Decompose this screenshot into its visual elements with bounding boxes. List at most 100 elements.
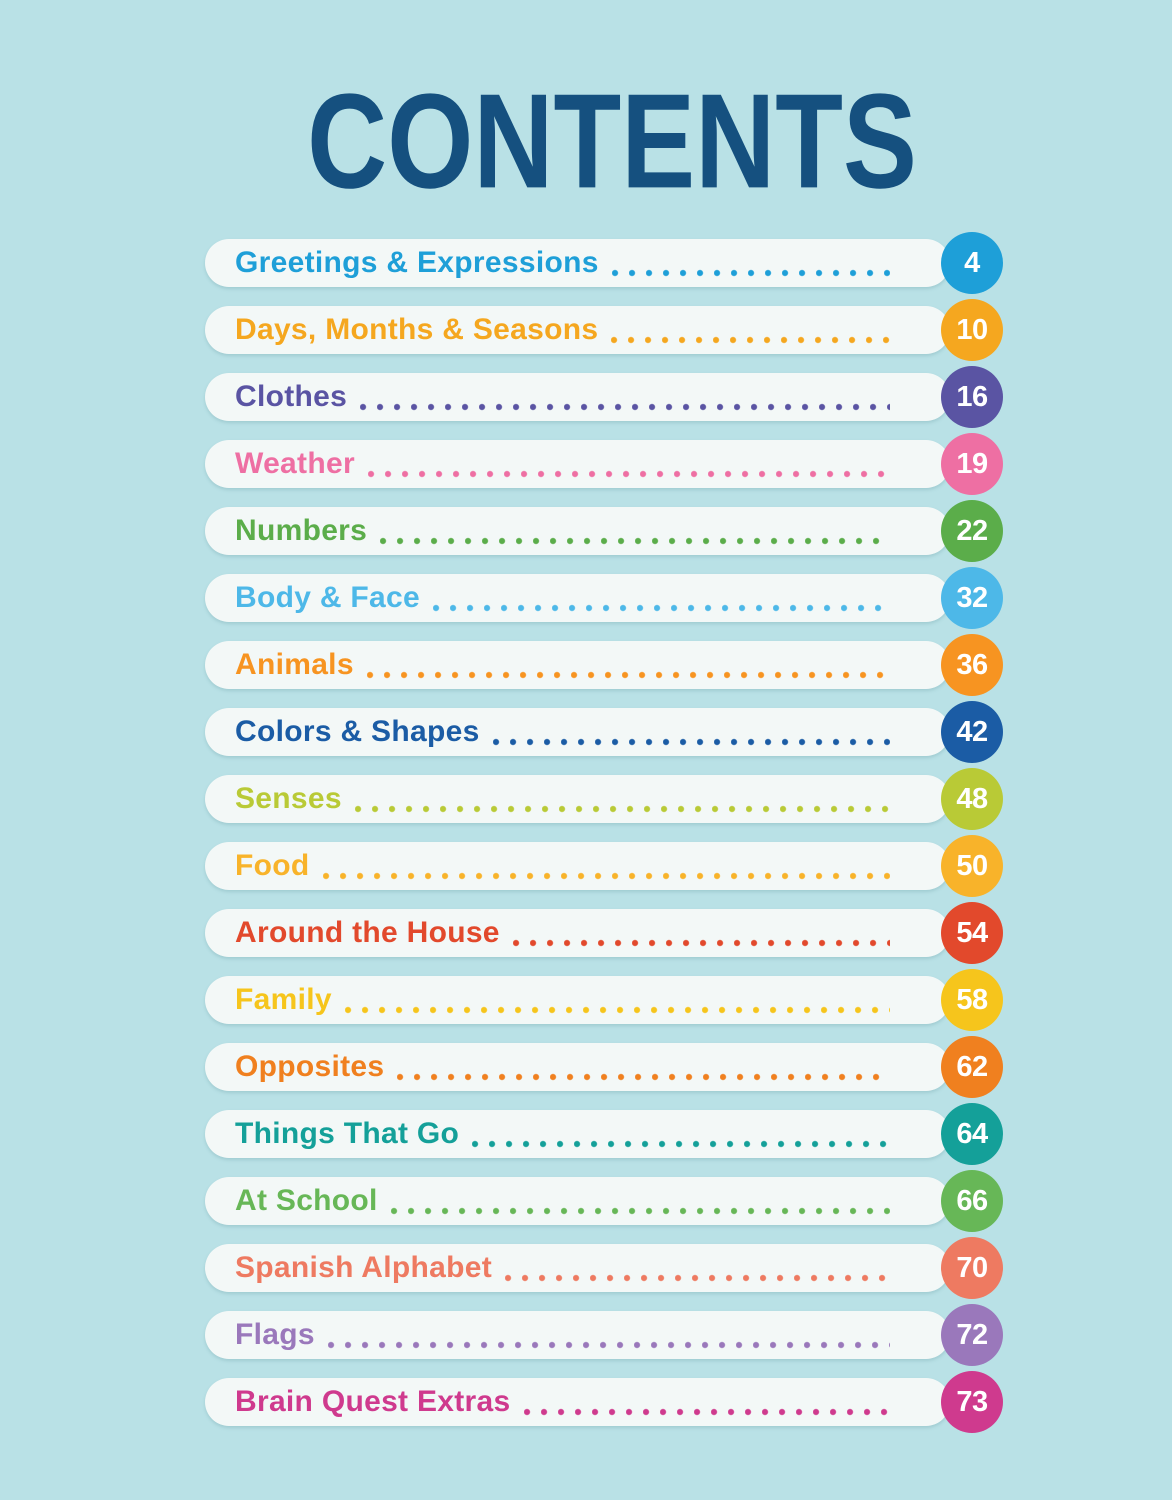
toc-item-label: Days, Months & Seasons: [235, 313, 599, 346]
dotted-leader: [472, 1139, 890, 1149]
page-number-badge: 4: [941, 232, 1003, 294]
toc-item-label: Spanish Alphabet: [235, 1251, 493, 1284]
page-number-badge: 54: [941, 902, 1003, 964]
toc-row: Senses 48: [205, 768, 1003, 830]
toc-item-label: Greetings & Expressions: [235, 246, 599, 279]
dotted-leader: [380, 536, 890, 546]
page-number: 32: [956, 581, 988, 614]
dotted-leader: [433, 603, 890, 613]
toc-pill: Things That Go: [205, 1110, 950, 1158]
toc-pill: Numbers: [205, 507, 950, 555]
dotted-leader: [512, 938, 890, 948]
page-number-badge: 58: [941, 969, 1003, 1031]
page-number-badge: 66: [941, 1170, 1003, 1232]
toc-item-label: Numbers: [235, 514, 368, 547]
dotted-leader: [611, 268, 890, 278]
toc-pill: Clothes: [205, 373, 950, 421]
dotted-leader: [397, 1072, 890, 1082]
dotted-leader: [327, 1340, 890, 1350]
toc-row: Greetings & Expressions 4: [205, 232, 1003, 294]
page-number: 62: [956, 1050, 988, 1083]
toc-item-label: Things That Go: [235, 1117, 460, 1150]
toc-row: Spanish Alphabet 70: [205, 1237, 1003, 1299]
page-number: 73: [956, 1385, 988, 1418]
page-number: 64: [956, 1117, 988, 1150]
toc-pill: Around the House: [205, 909, 950, 957]
page-number: 66: [956, 1184, 988, 1217]
toc-item-label: Flags: [235, 1318, 315, 1351]
toc-pill: Flags: [205, 1311, 950, 1359]
toc-item-label: Food: [235, 849, 310, 882]
dotted-leader: [354, 804, 890, 814]
dotted-leader: [322, 871, 890, 881]
table-of-contents: Greetings & Expressions 4 Days, Months &…: [205, 232, 1003, 1445]
toc-pill: Days, Months & Seasons: [205, 306, 950, 354]
page-number: 70: [956, 1251, 988, 1284]
toc-row: Food 50: [205, 835, 1003, 897]
page-number: 48: [956, 782, 988, 815]
toc-pill: Family: [205, 976, 950, 1024]
dotted-leader: [492, 737, 890, 747]
toc-row: At School 66: [205, 1170, 1003, 1232]
toc-row: Clothes 16: [205, 366, 1003, 428]
page-number-badge: 62: [941, 1036, 1003, 1098]
page-number: 4: [964, 246, 980, 279]
page-title: CONTENTS: [307, 66, 917, 216]
page-number: 42: [956, 715, 988, 748]
page-number: 10: [956, 313, 988, 346]
toc-pill: Spanish Alphabet: [205, 1244, 950, 1292]
toc-row: Numbers 22: [205, 500, 1003, 562]
page-number-badge: 42: [941, 701, 1003, 763]
dotted-leader: [344, 1005, 890, 1015]
toc-item-label: Colors & Shapes: [235, 715, 480, 748]
page-number-badge: 73: [941, 1371, 1003, 1433]
dotted-leader: [505, 1273, 890, 1283]
toc-row: Family 58: [205, 969, 1003, 1031]
toc-pill: At School: [205, 1177, 950, 1225]
toc-row: Colors & Shapes 42: [205, 701, 1003, 763]
toc-pill: Senses: [205, 775, 950, 823]
toc-item-label: Animals: [235, 648, 354, 681]
page-number: 22: [956, 514, 988, 547]
toc-row: Things That Go 64: [205, 1103, 1003, 1165]
toc-item-label: Weather: [235, 447, 355, 480]
page-number-badge: 19: [941, 433, 1003, 495]
page-number-badge: 72: [941, 1304, 1003, 1366]
page-number: 58: [956, 983, 988, 1016]
page-number-badge: 32: [941, 567, 1003, 629]
toc-pill: Brain Quest Extras: [205, 1378, 950, 1426]
toc-item-label: Family: [235, 983, 332, 1016]
page-number: 36: [956, 648, 988, 681]
page-number: 16: [956, 380, 988, 413]
page-number: 54: [956, 916, 988, 949]
toc-item-label: Body & Face: [235, 581, 421, 614]
dotted-leader: [523, 1407, 890, 1417]
dotted-leader: [360, 402, 890, 412]
toc-pill: Opposites: [205, 1043, 950, 1091]
toc-row: Around the House 54: [205, 902, 1003, 964]
page-number: 72: [956, 1318, 988, 1351]
toc-pill: Greetings & Expressions: [205, 239, 950, 287]
toc-pill: Food: [205, 842, 950, 890]
page-number-badge: 16: [941, 366, 1003, 428]
page-number-badge: 50: [941, 835, 1003, 897]
page-number: 50: [956, 849, 988, 882]
dotted-leader: [367, 469, 890, 479]
toc-item-label: Around the House: [235, 916, 500, 949]
page-number-badge: 22: [941, 500, 1003, 562]
toc-pill: Body & Face: [205, 574, 950, 622]
page-number: 19: [956, 447, 988, 480]
toc-item-label: Opposites: [235, 1050, 385, 1083]
page-number-badge: 48: [941, 768, 1003, 830]
toc-item-label: At School: [235, 1184, 378, 1217]
toc-row: Brain Quest Extras 73: [205, 1371, 1003, 1433]
page-number-badge: 64: [941, 1103, 1003, 1165]
toc-item-label: Brain Quest Extras: [235, 1385, 511, 1418]
page-number-badge: 70: [941, 1237, 1003, 1299]
dotted-leader: [366, 670, 890, 680]
page-number-badge: 10: [941, 299, 1003, 361]
toc-pill: Weather: [205, 440, 950, 488]
toc-row: Animals 36: [205, 634, 1003, 696]
toc-row: Opposites 62: [205, 1036, 1003, 1098]
